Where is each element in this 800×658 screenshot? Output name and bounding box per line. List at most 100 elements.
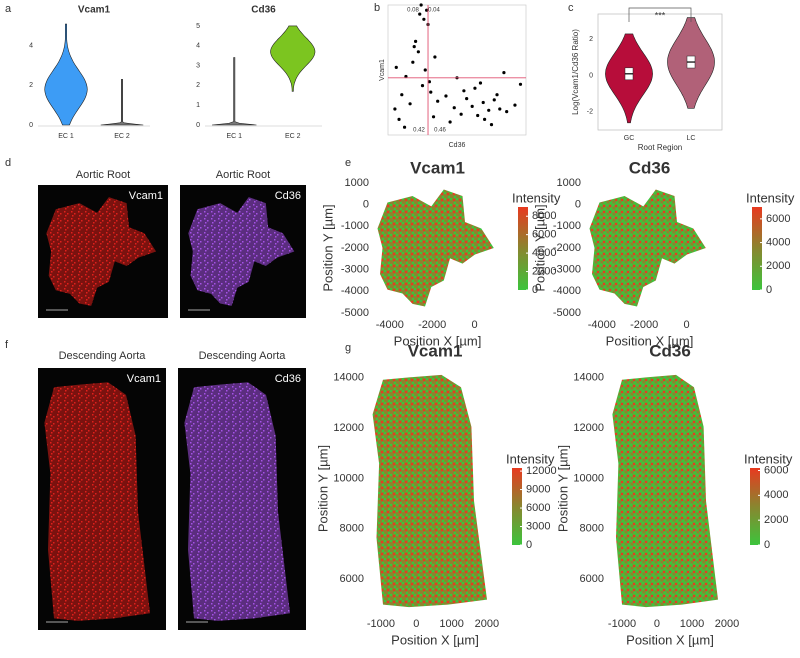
colorbar-tick-label: 2000 <box>764 514 788 526</box>
colorbar-title: Intensity <box>512 190 561 205</box>
colorbar-title: Intensity <box>746 190 795 205</box>
colorbar-tick-label: 0 <box>526 539 532 551</box>
y-tick-label: 2 <box>196 82 200 89</box>
image-title: Descending Aorta <box>59 350 147 362</box>
scatter-point <box>433 55 437 59</box>
scatter-point <box>397 117 401 121</box>
violin <box>100 79 144 126</box>
scatter-point <box>448 120 452 124</box>
x-tick-label: EC 2 <box>285 133 301 140</box>
scatter-point <box>427 80 431 84</box>
colorbar-tick-label: 0 <box>532 284 538 296</box>
y-tick-label: 1 <box>196 102 200 109</box>
scatter-point <box>402 125 407 129</box>
tissue <box>184 382 290 621</box>
scatter-point <box>416 50 420 54</box>
x-tick-label: 0 <box>654 618 660 630</box>
image-title: Descending Aorta <box>199 350 287 362</box>
y-tick-label: -2000 <box>553 242 581 254</box>
x-tick-label: LC <box>687 135 696 142</box>
colorbar-tick-label: 0 <box>764 539 770 551</box>
y-tick-label: 6000 <box>580 573 604 585</box>
scatter-point <box>414 39 418 44</box>
y-tick-label: -2000 <box>341 242 369 254</box>
chart-title: Vcam1 <box>408 341 463 360</box>
x-tick-label: 0 <box>684 319 690 331</box>
chart-title: Vcam1 <box>410 158 465 177</box>
scatter-point <box>473 86 477 90</box>
y-tick-label: 12000 <box>573 422 604 434</box>
plot-frame <box>597 13 723 131</box>
x-axis-label: Root Region <box>638 143 682 152</box>
scatter-point <box>502 71 506 75</box>
chart-title: Vcam1 <box>78 5 111 16</box>
panel-letter: d <box>5 157 11 169</box>
y-tick-label: -5000 <box>341 307 369 319</box>
violin <box>270 25 316 92</box>
tissue-map <box>589 189 706 307</box>
colorbar-tick-label: 2000 <box>766 260 790 272</box>
image-title: Aortic Root <box>76 169 130 181</box>
x-tick-label: EC 1 <box>226 133 242 140</box>
y-tick-label: 4 <box>196 43 200 50</box>
scatter-point <box>394 65 398 69</box>
scatter-point <box>418 12 422 16</box>
x-axis-label: Position X [µm] <box>394 333 482 348</box>
x-tick-label: -1000 <box>367 618 395 630</box>
x-axis-label: Position X [µm] <box>391 632 479 647</box>
scatter-point <box>505 110 509 114</box>
panel-letter: e <box>345 157 351 169</box>
y-axis-label: Position Y [µm] <box>320 204 335 291</box>
y-axis-label: Position Y [µm] <box>555 445 570 532</box>
x-tick-label: 0 <box>413 618 419 630</box>
y-tick-label: 10000 <box>333 472 364 484</box>
scatter-point <box>470 104 474 108</box>
x-tick-label: -2000 <box>418 319 446 331</box>
y-tick-label: 14000 <box>333 372 364 384</box>
stain-label: Cd36 <box>275 190 301 202</box>
y-tick-label: 10000 <box>573 472 604 484</box>
scatter-point <box>393 107 397 111</box>
y-tick-label: -2 <box>587 109 593 116</box>
violin <box>211 57 257 126</box>
x-axis-label: Position X [µm] <box>626 632 714 647</box>
panel-letter: c <box>568 2 574 14</box>
colorbar-tick-label: 9000 <box>526 483 550 495</box>
scatter-point <box>425 8 429 12</box>
x-tick-label: -2000 <box>630 319 658 331</box>
colorbar-tick-label: 4000 <box>532 247 556 259</box>
scatter-point <box>518 82 523 86</box>
colorbar-tick-label: 0 <box>766 284 772 296</box>
scatter-point <box>462 89 466 93</box>
colorbar-tick-label: 12000 <box>526 465 557 477</box>
colorbar-title: Intensity <box>744 451 793 466</box>
y-axis-label: Position Y [µm] <box>315 445 330 532</box>
scatter-point <box>420 84 425 88</box>
scatter-point <box>513 103 517 107</box>
y-axis-label: Position Y [µm] <box>532 204 547 291</box>
panel-letter: b <box>374 2 380 14</box>
y-tick-label: 0 <box>575 199 581 211</box>
stain-label: Vcam1 <box>129 190 163 202</box>
colorbar-tick-label: 3000 <box>526 520 550 532</box>
scatter-point <box>412 45 416 49</box>
chart-title: Cd36 <box>251 5 276 16</box>
y-tick-label: 0 <box>196 122 200 129</box>
colorbar-title: Intensity <box>506 451 555 466</box>
x-tick-label: -4000 <box>376 319 404 331</box>
scatter-point <box>400 93 404 97</box>
scatter-point <box>436 99 440 103</box>
y-tick-label: 8000 <box>340 523 364 535</box>
colorbar-tick-label: 6000 <box>532 229 556 241</box>
significance-label: *** <box>655 10 666 20</box>
y-tick-label: 6000 <box>340 573 364 585</box>
quadrant-label: 0.04 <box>428 8 440 14</box>
y-tick-label: 0 <box>363 199 369 211</box>
colorbar <box>518 207 528 290</box>
y-tick-label: -5000 <box>553 307 581 319</box>
scatter-point <box>408 102 412 106</box>
scatter-point <box>419 3 423 7</box>
image-title: Aortic Root <box>216 169 270 181</box>
x-tick-label: -1000 <box>608 618 636 630</box>
